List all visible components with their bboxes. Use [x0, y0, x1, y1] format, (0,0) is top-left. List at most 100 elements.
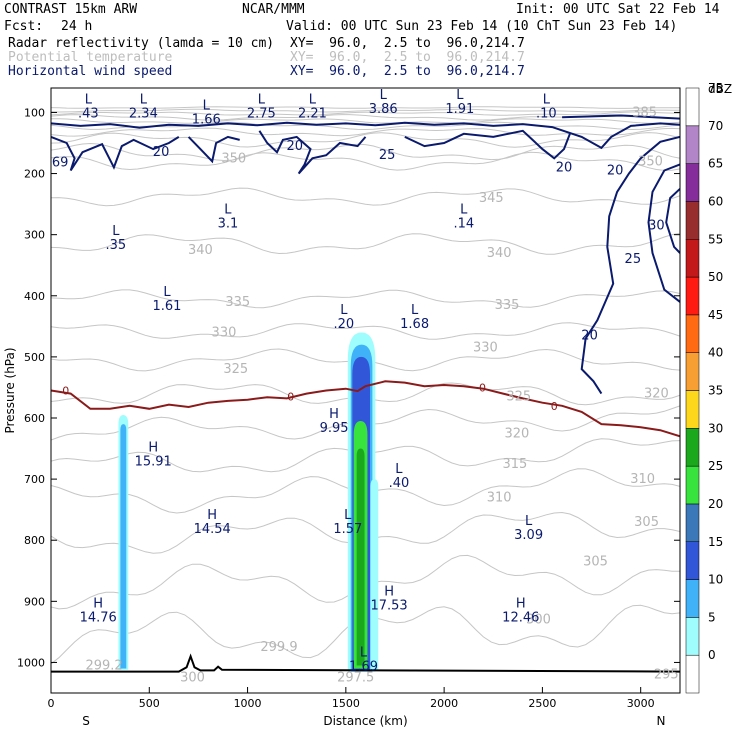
extremum-value: 9.69 — [39, 155, 68, 170]
theta-label: 300 — [180, 671, 205, 686]
colorbar-swatch — [685, 428, 700, 467]
y-tick-label: 800 — [24, 534, 45, 547]
extremum-value: .14 — [453, 216, 474, 231]
wind-contour — [665, 188, 680, 254]
extremum-value: 14.76 — [80, 611, 117, 626]
contour-labels: 385 350 350 345 340 340 335 335 330 330 325 325 320 3… — [39, 88, 679, 686]
x-axis-label: Distance (km) — [323, 714, 407, 728]
field-2-name: Potential temperature — [8, 50, 173, 65]
wind-label: 20 — [556, 160, 573, 175]
y-tick-label: 700 — [24, 473, 45, 486]
reflectivity-5dbz — [370, 479, 379, 670]
colorbar-swatch — [685, 390, 700, 429]
theta-label: 295 — [654, 668, 679, 683]
colorbar-label: 40 — [708, 346, 723, 360]
y-tick-label: 100 — [24, 106, 45, 119]
south-label: S — [82, 714, 90, 728]
y-tick-label: 900 — [24, 595, 45, 608]
extremum-value: 1.66 — [192, 113, 221, 128]
y-tick-label: 200 — [24, 168, 45, 181]
theta-label: 320 — [644, 387, 669, 402]
extremum-type: L — [258, 92, 266, 107]
extremum-value: 17.53 — [370, 598, 407, 613]
theta-contour — [51, 132, 680, 148]
y-tick-label: 500 — [24, 351, 45, 364]
x-tick-label: 2500 — [528, 697, 556, 710]
theta-label: 340 — [487, 246, 512, 261]
theta-contour — [51, 232, 680, 255]
terrain-surface — [51, 653, 680, 673]
wind-contour — [51, 121, 680, 150]
colorbar-swatch — [685, 163, 700, 202]
theta-label: 315 — [502, 457, 527, 472]
theta-label: 350 — [638, 154, 663, 169]
extremum-value: 15.91 — [135, 455, 172, 470]
theta-contour — [51, 127, 680, 137]
wind-speed-contours — [51, 114, 680, 395]
extremum-value: 2.34 — [129, 106, 158, 121]
extremum-type: L — [163, 285, 171, 300]
zero-contour — [51, 380, 680, 438]
extremum-value: 9.95 — [320, 421, 349, 436]
field-3-name: Horizontal wind speed — [8, 64, 173, 79]
colorbar-swatch — [685, 314, 700, 353]
colorbar-label: 55 — [708, 232, 723, 246]
reflectivity-fill — [118, 332, 379, 672]
valid-time: Valid: 00 UTC Sun 23 Feb 14 (10 ChT Sun … — [286, 19, 678, 34]
extremum-type: L — [224, 202, 232, 217]
colorbar-label: 75 — [708, 81, 723, 95]
wind-contour — [187, 135, 240, 164]
zero-label: 0 — [62, 385, 69, 398]
extremum-value: .40 — [389, 476, 410, 491]
zero-degree-line — [51, 380, 680, 438]
colorbar-label: 50 — [708, 270, 723, 284]
extremum-type: L — [344, 508, 352, 523]
wind-label: 20 — [153, 145, 170, 160]
theta-label: 299.2 — [85, 659, 122, 674]
colorbar-label: 70 — [708, 119, 723, 133]
theta-label: 310 — [487, 490, 512, 505]
theta-label: 335 — [225, 295, 250, 310]
theta-label: 350 — [221, 151, 246, 166]
y-axis-label: Pressure (hPa) — [3, 347, 17, 433]
extremum-type: L — [525, 514, 533, 529]
colorbar-label: 45 — [708, 308, 723, 322]
theta-label: 310 — [630, 472, 655, 487]
theta-label: 300 — [526, 613, 551, 628]
colorbar-swatch — [685, 654, 700, 694]
colorbar-label: 30 — [708, 421, 723, 435]
wind-contour — [562, 114, 680, 120]
theta-label: 325 — [223, 362, 248, 377]
colorbar-swatch — [685, 352, 700, 391]
colorbar-swatch — [685, 465, 700, 505]
theta-contour — [51, 187, 680, 207]
field-2-xy: XY= 96.0, 2.5 to 96.0,214.7 — [290, 50, 525, 65]
theta-contour — [51, 111, 680, 116]
wind-contour — [580, 135, 680, 395]
extremum-value: 1.91 — [445, 102, 474, 117]
wind-label: 20 — [286, 139, 303, 154]
colorbar-label: 35 — [708, 384, 723, 398]
x-tick-label: 2000 — [430, 697, 458, 710]
x-tick-label: 1500 — [332, 697, 360, 710]
extremum-value: 3.86 — [369, 102, 398, 117]
extremum-type: H — [384, 584, 394, 599]
theta-label: 299.9 — [260, 640, 297, 655]
zero-label: 0 — [551, 400, 558, 413]
init-time: Init: 00 UTC Sat 22 Feb 14 — [516, 2, 720, 17]
extremum-value: 1.69 — [349, 659, 378, 674]
extremum-type: L — [456, 88, 464, 103]
plot-title: CONTRAST 15km ARW — [4, 2, 138, 17]
theta-contour — [51, 106, 680, 109]
extremum-type: L — [543, 92, 551, 107]
colorbar-unit: dBZ — [708, 82, 732, 96]
field-3-xy: XY= 96.0, 2.5 to 96.0,214.7 — [290, 64, 525, 79]
colorbar-swatch — [685, 276, 700, 316]
extremum-type: L — [309, 92, 317, 107]
zero-label: 0 — [287, 391, 294, 404]
theta-contour — [51, 151, 680, 171]
theta-label: 325 — [506, 390, 531, 405]
theta-label: 330 — [212, 325, 237, 340]
theta-label: 305 — [634, 515, 659, 530]
